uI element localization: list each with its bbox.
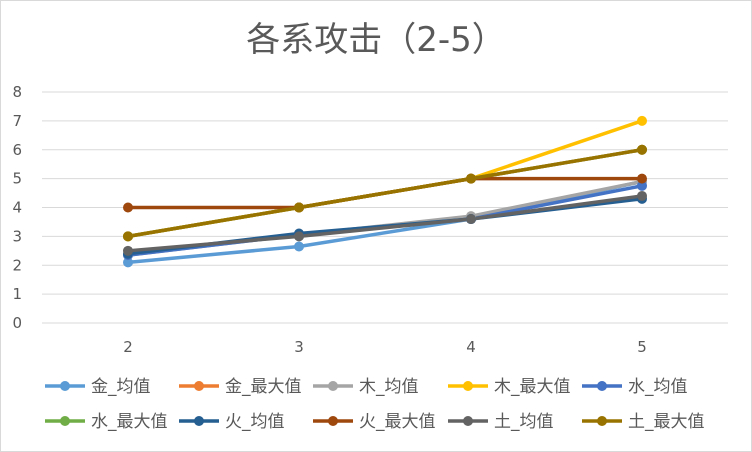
legend-label: 金_最大值 (225, 377, 302, 397)
x-tick-label: 2 (123, 338, 133, 356)
x-tick-label: 4 (466, 338, 476, 356)
data-point (637, 115, 647, 126)
y-tick-label: 5 (12, 170, 22, 188)
legend-label: 火_最大值 (359, 412, 436, 432)
legend-swatch-marker (597, 381, 607, 391)
y-tick-label: 6 (12, 141, 22, 159)
legend-swatch-marker (328, 381, 338, 391)
legend-item[interactable]: 金_最大值 (179, 377, 302, 397)
data-point (294, 202, 304, 213)
data-point (123, 231, 133, 242)
legend-item[interactable]: 火_均值 (179, 412, 285, 432)
legend-label: 水_最大值 (91, 412, 168, 432)
legend-item[interactable]: 金_均值 (45, 377, 151, 397)
legend-swatch-marker (194, 416, 204, 426)
data-point (123, 202, 133, 213)
y-tick-label: 7 (12, 112, 22, 130)
legend-label: 土_最大值 (628, 412, 705, 432)
y-tick-label: 8 (12, 83, 22, 101)
legend-swatch-marker (463, 416, 473, 426)
legend-swatch-marker (463, 381, 473, 391)
data-point (637, 144, 647, 155)
y-tick-label: 1 (12, 285, 22, 303)
data-point (294, 241, 304, 252)
legend-item[interactable]: 木_均值 (313, 377, 419, 397)
legend-item[interactable]: 土_最大值 (582, 412, 705, 432)
legend-item[interactable]: 木_最大值 (448, 377, 571, 397)
data-point (637, 173, 647, 184)
series-line-9 (126, 148, 644, 239)
legend-swatch-marker (328, 416, 338, 426)
data-point (123, 257, 133, 268)
y-tick-label: 2 (12, 256, 22, 274)
legend-label: 火_均值 (225, 412, 285, 432)
y-tick-label: 0 (12, 314, 22, 332)
legend-label: 木_最大值 (494, 377, 571, 397)
legend-swatch-marker (60, 416, 70, 426)
chart-title: 各系攻击（2-5） (246, 20, 506, 60)
x-tick-label: 5 (637, 338, 647, 356)
data-point (466, 173, 476, 184)
data-point (466, 214, 476, 225)
y-tick-label: 3 (12, 227, 22, 245)
legend-label: 木_均值 (359, 377, 419, 397)
legend-label: 水_均值 (628, 377, 688, 397)
legend-label: 土_均值 (494, 412, 554, 432)
legend-swatch-marker (194, 381, 204, 391)
series-line-8 (126, 194, 644, 253)
data-point (637, 190, 647, 201)
data-point (637, 180, 647, 191)
legend-item[interactable]: 水_均值 (582, 377, 688, 397)
data-point (294, 231, 304, 242)
legend-swatch-marker (597, 416, 607, 426)
data-point (123, 245, 133, 256)
legend-label: 金_均值 (91, 377, 151, 397)
x-tick-label: 3 (294, 338, 304, 356)
y-tick-label: 4 (12, 199, 22, 217)
legend-item[interactable]: 水_最大值 (45, 412, 168, 432)
legend-swatch-marker (60, 381, 70, 391)
legend-item[interactable]: 火_最大值 (313, 412, 436, 432)
legend-item[interactable]: 土_均值 (448, 412, 554, 432)
